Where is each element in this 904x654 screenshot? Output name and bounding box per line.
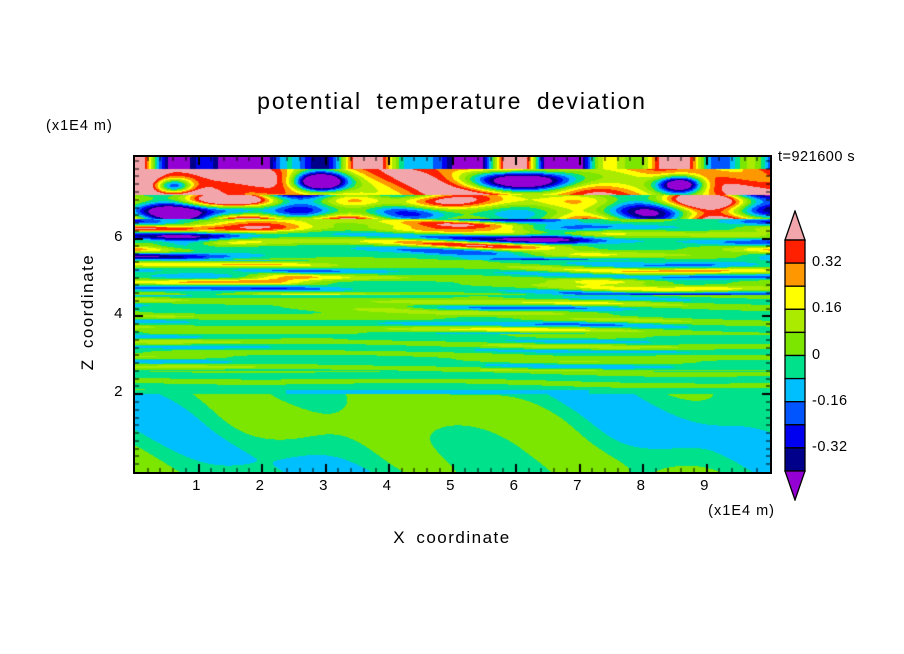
colorbar-tick-label: -0.32	[812, 438, 848, 455]
z-tick-label: 6	[114, 227, 123, 245]
x-tick-label: 8	[636, 477, 646, 494]
x-tick-label: 3	[319, 477, 328, 494]
plot-area	[133, 155, 772, 474]
chart-title: potential temperature deviation	[257, 88, 647, 114]
x-tick-label: 9	[700, 477, 709, 494]
z-axis-unit-label: (x1E4 m)	[46, 118, 113, 134]
field-canvas	[135, 157, 770, 472]
x-axis-label: X coordinate	[393, 528, 511, 547]
x-axis-unit-label: (x1E4 m)	[708, 503, 775, 519]
colorbar-tick-label: 0.32	[812, 254, 843, 271]
x-tick-label: 7	[573, 477, 582, 494]
x-tick-label: 5	[446, 477, 455, 494]
colorbar	[784, 210, 806, 501]
x-tick-label: 1	[192, 477, 201, 494]
colorbar-tick-label: 0	[812, 346, 821, 363]
x-tick-label: 6	[509, 477, 519, 494]
colorbar-tick-label: -0.16	[812, 392, 848, 409]
colorbar-tick-label: 0.16	[812, 300, 843, 317]
timestamp-label: t=921600 s	[778, 149, 856, 165]
x-tick-label: 2	[255, 477, 265, 494]
x-tick-label: 4	[382, 477, 392, 494]
z-tick-label: 4	[114, 305, 123, 323]
z-tick-label: 2	[114, 383, 123, 401]
